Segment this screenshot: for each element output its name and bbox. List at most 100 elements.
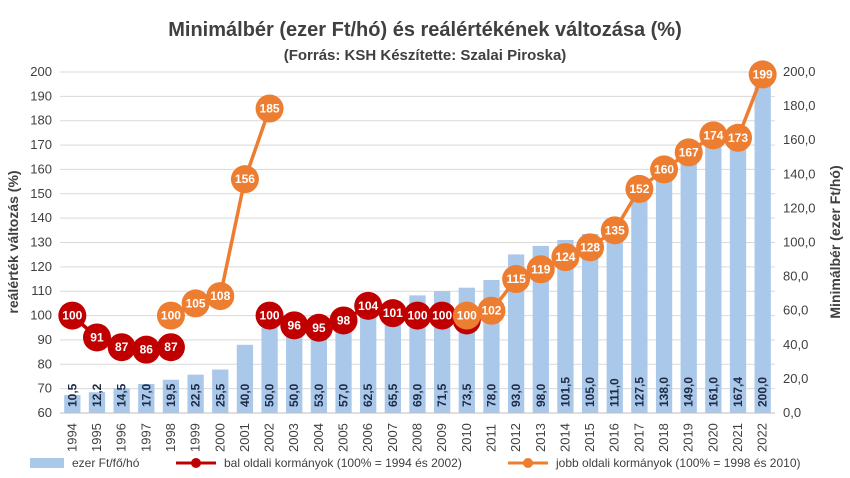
y-left-tick-label: 140 (30, 210, 52, 225)
x-tick-label: 2006 (360, 423, 375, 452)
x-tick-label: 2022 (755, 423, 770, 452)
y-right-tick-label: 20,0 (783, 371, 808, 386)
bar-value-label: 65,5 (386, 383, 400, 407)
x-tick-label: 2019 (681, 423, 696, 452)
x-tick-label: 2002 (262, 423, 277, 452)
data-point-label: 100 (457, 309, 477, 323)
y-right-tick-label: 180,0 (783, 98, 816, 113)
y-right-tick-label: 80,0 (783, 269, 808, 284)
data-point-label: 96 (288, 318, 302, 332)
bar (705, 138, 721, 413)
data-point-label: 98 (337, 313, 351, 327)
x-tick-label: 1998 (163, 423, 178, 452)
x-tick-label: 2004 (311, 423, 326, 452)
x-tick-label: 2020 (705, 423, 720, 452)
x-tick-label: 1997 (138, 423, 153, 452)
data-point-label: 115 (506, 272, 526, 286)
data-point-label: 156 (235, 172, 255, 186)
y-axis-right-title: Minimálbér (ezer Ft/hó) (827, 165, 843, 318)
bar-value-label: 50,0 (287, 383, 301, 407)
bar (755, 72, 771, 413)
y-left-tick-label: 60 (38, 405, 52, 420)
bar-value-label: 127,5 (632, 377, 646, 407)
y-left-tick-label: 190 (30, 88, 52, 103)
data-point-label: 174 (703, 128, 723, 142)
bar-value-label: 111,0 (608, 378, 622, 407)
x-tick-label: 1995 (89, 423, 104, 452)
data-point-label: 160 (654, 162, 674, 176)
bar-value-label: 78,0 (484, 383, 498, 407)
x-tick-label: 2014 (557, 423, 572, 452)
bar-value-label: 93,0 (509, 383, 523, 407)
x-tick-label: 2007 (385, 423, 400, 452)
data-point-label: 87 (164, 340, 178, 354)
data-point-label: 105 (186, 296, 206, 310)
y-left-tick-label: 150 (30, 186, 52, 201)
bar-value-label: 12,2 (90, 383, 104, 407)
bar (730, 128, 746, 413)
legend-bar-label: ezer Ft/fő/hó (72, 456, 140, 470)
y-right-tick-label: 200,0 (783, 64, 816, 79)
legend-right-marker (523, 458, 533, 468)
bar-value-label: 138,0 (657, 377, 671, 407)
data-point-label: 167 (679, 145, 699, 159)
y-right-tick-label: 40,0 (783, 337, 808, 352)
bar-value-label: 14,5 (115, 383, 129, 407)
y-right-tick-label: 0,0 (783, 405, 801, 420)
bar-value-label: 105,0 (583, 377, 597, 407)
x-tick-label: 2010 (459, 423, 474, 452)
data-point-label: 152 (629, 182, 649, 196)
bar-value-label: 19,5 (164, 383, 178, 407)
bar-value-label: 200,0 (756, 377, 770, 407)
y-left-tick-label: 170 (30, 137, 52, 152)
bar-value-label: 161,0 (706, 377, 720, 407)
bar-value-label: 57,0 (337, 383, 351, 407)
data-point-label: 91 (90, 330, 104, 344)
data-point-label: 101 (383, 306, 403, 320)
data-point-label: 199 (753, 67, 773, 81)
legend-right-label: jobb oldali kormányok (100% = 1998 és 20… (555, 456, 801, 470)
bar-value-label: 101,5 (558, 377, 572, 407)
y-left-tick-label: 90 (38, 332, 52, 347)
data-point-label: 124 (555, 250, 575, 264)
bar-value-label: 167,4 (731, 377, 745, 407)
y-left-tick-label: 70 (38, 381, 52, 396)
x-tick-label: 2012 (508, 423, 523, 452)
bar-value-label: 69,0 (411, 383, 425, 407)
bar-value-label: 25,5 (213, 383, 227, 407)
y-left-tick-label: 110 (31, 283, 52, 298)
x-tick-label: 2018 (656, 423, 671, 452)
y-right-tick-label: 100,0 (783, 235, 816, 250)
y-right-tick-label: 160,0 (783, 132, 816, 147)
x-tick-label: 2017 (631, 423, 646, 452)
data-point-label: 108 (210, 289, 230, 303)
x-tick-label: 2009 (434, 423, 449, 452)
y-left-tick-label: 120 (30, 259, 52, 274)
data-point-label: 128 (580, 240, 600, 254)
y-left-tick-label: 100 (30, 308, 52, 323)
x-tick-label: 2011 (483, 424, 498, 452)
x-tick-label: 2003 (286, 423, 301, 452)
data-point-label: 102 (481, 304, 501, 318)
x-tick-label: 2016 (607, 423, 622, 452)
y-right-tick-label: 140,0 (783, 166, 816, 181)
y-right-tick-label: 120,0 (783, 200, 816, 215)
data-point-label: 100 (161, 309, 181, 323)
bar-value-label: 50,0 (263, 383, 277, 407)
x-tick-label: 2021 (730, 423, 745, 452)
bar (681, 159, 697, 413)
data-point-label: 135 (605, 223, 625, 237)
x-tick-label: 2013 (533, 423, 548, 452)
bar-value-label: 17,0 (139, 383, 153, 407)
bar-value-label: 10,5 (65, 383, 79, 407)
chart-title: Minimálbér (ezer Ft/hó) és reálértékének… (168, 19, 682, 41)
bar-value-label: 71,5 (435, 383, 449, 407)
y-left-tick-label: 180 (30, 113, 52, 128)
data-point-label: 185 (260, 102, 280, 116)
legend-left-label: bal oldali kormányok (100% = 1994 és 200… (224, 456, 462, 470)
data-point-label: 104 (358, 299, 378, 313)
y-left-tick-label: 130 (30, 235, 52, 250)
x-tick-label: 2005 (336, 423, 351, 452)
data-point-label: 100 (432, 309, 452, 323)
data-point-label: 87 (115, 340, 129, 354)
